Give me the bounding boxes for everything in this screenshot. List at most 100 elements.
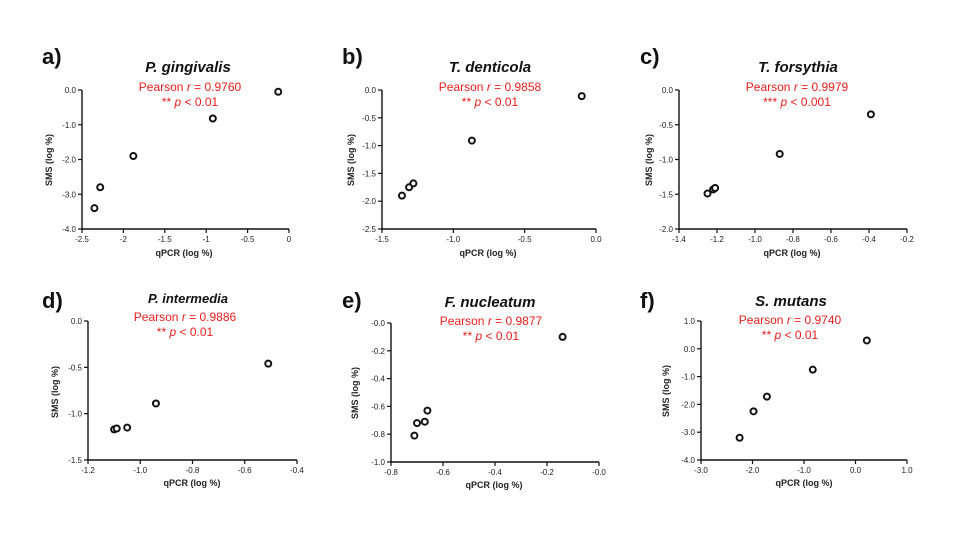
- y-tick-label: -4.0: [681, 456, 695, 465]
- y-tick-label: -1.5: [362, 169, 376, 178]
- x-tick-label: -0.4: [290, 466, 304, 475]
- x-tick-label: -0.6: [238, 466, 252, 475]
- data-point: [775, 149, 784, 158]
- x-tick-label: -0.8: [786, 235, 800, 244]
- y-tick-label: -0.5: [68, 363, 82, 372]
- data-point: [467, 136, 476, 145]
- x-tick-label: -0.5: [518, 235, 532, 244]
- p-value-annotation: ** p < 0.01: [157, 325, 214, 339]
- y-tick-label: -1.0: [681, 373, 695, 382]
- x-tick-label: -1.0: [446, 235, 460, 244]
- y-axis-label: SMS (log %): [661, 365, 671, 417]
- x-tick-label: -0.2: [540, 468, 554, 477]
- data-point: [558, 332, 567, 341]
- panel-letter: e): [342, 288, 362, 313]
- x-tick-label: -0.4: [862, 235, 876, 244]
- x-axis-label: qPCR (log %): [156, 248, 213, 258]
- x-tick-label: 0.0: [590, 235, 602, 244]
- data-point: [866, 110, 875, 119]
- y-tick-label: -3.0: [681, 428, 695, 437]
- pearson-r-annotation: Pearson r = 0.9877: [440, 314, 543, 328]
- x-tick-label: -3.0: [694, 466, 708, 475]
- data-point: [762, 392, 771, 401]
- chart-title: F. nucleatum: [445, 294, 536, 311]
- data-point: [749, 407, 758, 416]
- chart-panel: e) F. nucleatum Pearson r = 0.9877** p < 0…: [342, 288, 606, 490]
- data-point: [274, 87, 283, 96]
- chart-title: T. denticola: [449, 59, 531, 76]
- x-tick-label: 0.0: [850, 466, 862, 475]
- y-tick-label: -2.0: [62, 156, 76, 165]
- y-axis-label: SMS (log %): [346, 134, 356, 186]
- x-tick-label: 1.0: [901, 466, 913, 475]
- x-tick-label: -0.2: [900, 235, 914, 244]
- chart-title: P. intermedia: [148, 291, 228, 306]
- chart-panel: f) S. mutans Pearson r = 0.9740** p < 0.01…: [640, 288, 913, 488]
- data-point: [123, 423, 132, 432]
- x-tick-label: 0: [287, 235, 292, 244]
- data-point: [703, 189, 712, 198]
- x-tick-label: -0.5: [241, 235, 255, 244]
- x-tick-label: -0.6: [824, 235, 838, 244]
- x-tick-label: -1.0: [748, 235, 762, 244]
- y-tick-label: -2.0: [362, 197, 376, 206]
- panel-letter: d): [42, 288, 63, 313]
- p-value-annotation: ** p < 0.01: [162, 95, 219, 109]
- y-tick-label: -0.8: [371, 430, 385, 439]
- y-tick-label: 0.0: [71, 317, 83, 326]
- data-point: [577, 92, 586, 101]
- data-point: [711, 183, 720, 192]
- y-tick-label: -1.0: [371, 458, 385, 467]
- data-point: [397, 191, 406, 200]
- data-point: [413, 419, 421, 428]
- data-point: [409, 179, 418, 188]
- y-axis-label: SMS (log %): [350, 367, 360, 419]
- y-tick-label: -4.0: [62, 225, 76, 234]
- pearson-r-annotation: Pearson r = 0.9760: [139, 80, 242, 94]
- y-tick-label: 0.0: [65, 86, 77, 95]
- y-tick-label: -2.5: [362, 225, 376, 234]
- x-tick-label: -0.8: [384, 468, 398, 477]
- y-tick-label: -0.5: [659, 121, 673, 130]
- panel-letter: b): [342, 44, 363, 69]
- y-tick-label: -0.6: [371, 402, 385, 411]
- chart-panel: b) T. denticola Pearson r = 0.9858** p < 0…: [342, 44, 602, 258]
- y-tick-label: -2.0: [681, 400, 695, 409]
- pearson-r-annotation: Pearson r = 0.9979: [746, 80, 849, 94]
- y-tick-label: 1.0: [684, 317, 696, 326]
- chart-panel: d) P. intermedia Pearson r = 0.9886** p < …: [42, 288, 304, 488]
- x-tick-label: -1.4: [672, 235, 686, 244]
- x-axis-label: qPCR (log %): [466, 480, 523, 490]
- chart-title: P. gingivalis: [145, 59, 231, 76]
- x-tick-label: -1.5: [375, 235, 389, 244]
- data-point: [208, 114, 217, 123]
- data-point: [862, 336, 871, 345]
- p-value-annotation: *** p < 0.001: [763, 95, 831, 109]
- chart-panel: a) P. gingivalis Pearson r = 0.9760** p < …: [42, 44, 292, 258]
- x-tick-label: -0.8: [186, 466, 200, 475]
- y-tick-label: 0.0: [684, 345, 696, 354]
- chart-title: S. mutans: [755, 293, 827, 310]
- y-tick-label: -0.2: [371, 347, 385, 356]
- x-tick-label: -1: [203, 235, 211, 244]
- y-axis-label: SMS (log %): [644, 134, 654, 186]
- x-tick-label: -2: [120, 235, 128, 244]
- y-tick-label: 0.0: [365, 86, 377, 95]
- y-tick-label: -1.0: [362, 142, 376, 151]
- x-tick-label: -2.0: [746, 466, 760, 475]
- x-tick-label: -2.5: [75, 235, 89, 244]
- p-value-annotation: ** p < 0.01: [462, 95, 519, 109]
- y-tick-label: -1.5: [659, 190, 673, 199]
- chart-title: T. forsythia: [758, 59, 838, 76]
- x-axis-label: qPCR (log %): [776, 478, 833, 488]
- data-point: [151, 399, 160, 408]
- y-tick-label: -1.5: [68, 456, 82, 465]
- data-point: [423, 406, 432, 415]
- y-tick-label: -0.0: [371, 319, 385, 328]
- pearson-r-annotation: Pearson r = 0.9740: [739, 313, 842, 327]
- y-axis-label: SMS (log %): [44, 134, 54, 186]
- panel-letter: f): [640, 288, 655, 313]
- y-tick-label: -0.4: [371, 375, 385, 384]
- x-tick-label: -0.4: [488, 468, 502, 477]
